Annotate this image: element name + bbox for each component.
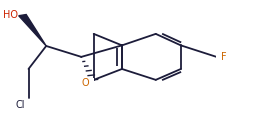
Text: F: F [221, 52, 227, 62]
FancyBboxPatch shape [78, 78, 94, 88]
Text: Cl: Cl [16, 100, 25, 110]
FancyBboxPatch shape [216, 52, 230, 62]
Polygon shape [19, 15, 46, 46]
Text: O: O [82, 78, 89, 88]
Text: HO: HO [3, 10, 18, 19]
